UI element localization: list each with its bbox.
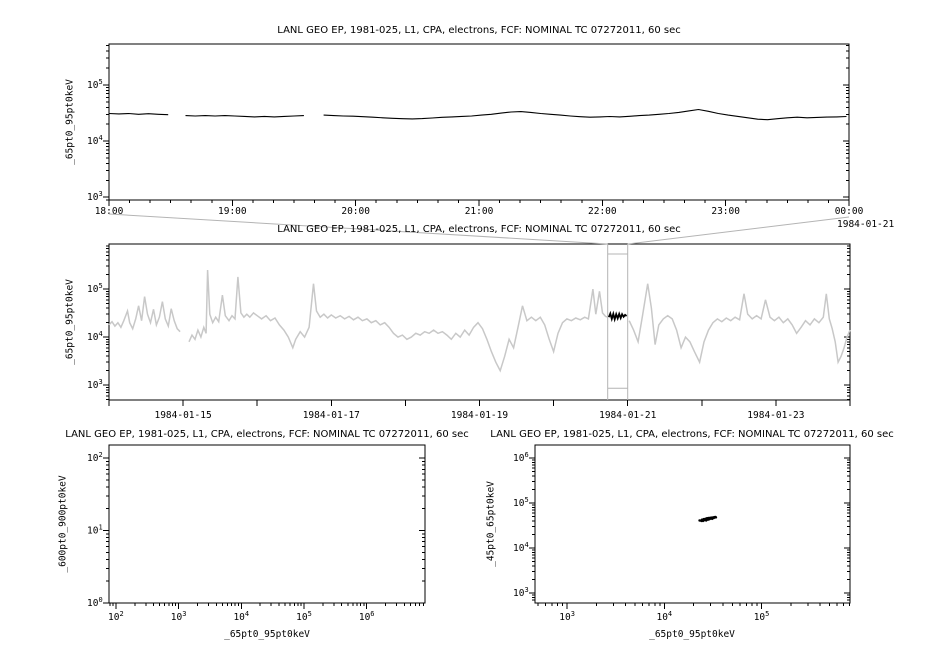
y-axis-label-scatter-right: _45pt0_65pt0keV <box>485 481 497 567</box>
y-axis-label-zoom: _65pt0_95pt0keV <box>64 79 76 165</box>
svg-text:106: 106 <box>513 451 529 464</box>
svg-text:106: 106 <box>359 610 375 623</box>
context-time-series-panel[interactable]: 103 104 105 1984-01-15 1984-01-17 1984-01-19 1… <box>87 213 851 421</box>
context-time-series-axes <box>103 243 851 406</box>
svg-text:103: 103 <box>513 586 529 599</box>
y-axis-label-scatter-left: _600pt0_900pt0keV <box>57 475 69 573</box>
svg-text:104: 104 <box>513 541 529 554</box>
svg-text:18:00: 18:00 <box>95 206 124 217</box>
zoom-time-series-panel[interactable]: 103 104 105 18:00 19:00 20:00 21:00 22:00 23:00 0… <box>87 43 864 217</box>
svg-text:102: 102 <box>108 610 124 623</box>
svg-text:104: 104 <box>87 330 103 343</box>
scatter-45-65-axes <box>529 444 851 609</box>
scatter-600-900-panel[interactable]: 100 101 102 102 103 104 105 106 <box>87 444 426 623</box>
svg-text:21:00: 21:00 <box>465 206 494 217</box>
svg-text:19:00: 19:00 <box>218 206 247 217</box>
svg-text:105: 105 <box>754 610 770 623</box>
panel-title-context: LANL GEO EP, 1981-025, L1, CPA, electron… <box>277 224 681 235</box>
svg-text:00:00: 00:00 <box>835 206 864 217</box>
svg-text:101: 101 <box>87 524 103 537</box>
svg-text:1984-01-21: 1984-01-21 <box>599 410 656 421</box>
svg-text:105: 105 <box>296 610 312 623</box>
zoom-time-series-line <box>108 108 847 121</box>
svg-text:105: 105 <box>87 78 103 91</box>
zoom-context-box[interactable] <box>108 213 850 400</box>
svg-text:1984-01-17: 1984-01-17 <box>303 410 360 421</box>
panel-title-scatter-right: LANL GEO EP, 1981-025, L1, CPA, electron… <box>490 429 894 440</box>
svg-text:105: 105 <box>513 496 529 509</box>
svg-text:102: 102 <box>87 451 103 464</box>
svg-text:103: 103 <box>559 610 575 623</box>
svg-text:105: 105 <box>87 282 103 295</box>
y-axis-label-context: _65pt0_95pt0keV <box>64 279 76 365</box>
context-date-label: 1984-01-21 <box>837 219 895 230</box>
zoom-time-series-axes <box>103 43 850 206</box>
scatter-45-65-points <box>698 515 718 523</box>
svg-text:103: 103 <box>171 610 187 623</box>
svg-text:1984-01-23: 1984-01-23 <box>747 410 804 421</box>
scatter-600-900-axes <box>103 444 426 609</box>
svg-text:104: 104 <box>656 610 672 623</box>
x-axis-label-scatter-right: _65pt0_95pt0keV <box>649 629 735 640</box>
svg-text:1984-01-15: 1984-01-15 <box>154 410 211 421</box>
svg-text:23:00: 23:00 <box>711 206 740 217</box>
svg-text:104: 104 <box>87 134 103 147</box>
context-time-series-highlight-line <box>607 310 628 323</box>
svg-text:20:00: 20:00 <box>341 206 370 217</box>
x-axis-label-scatter-left: _65pt0_95pt0keV <box>224 629 310 640</box>
svg-text:22:00: 22:00 <box>588 206 617 217</box>
panel-title-scatter-left: LANL GEO EP, 1981-025, L1, CPA, electron… <box>65 429 469 440</box>
svg-text:103: 103 <box>87 378 103 391</box>
svg-text:104: 104 <box>233 610 249 623</box>
context-time-series-line <box>108 269 851 373</box>
panel-title-zoom: LANL GEO EP, 1981-025, L1, CPA, electron… <box>277 25 681 36</box>
scatter-45-65-panel[interactable]: 103 104 105 106 103 104 105 <box>513 444 851 623</box>
svg-text:100: 100 <box>87 596 103 609</box>
svg-text:103: 103 <box>87 190 103 203</box>
svg-text:1984-01-19: 1984-01-19 <box>451 410 508 421</box>
